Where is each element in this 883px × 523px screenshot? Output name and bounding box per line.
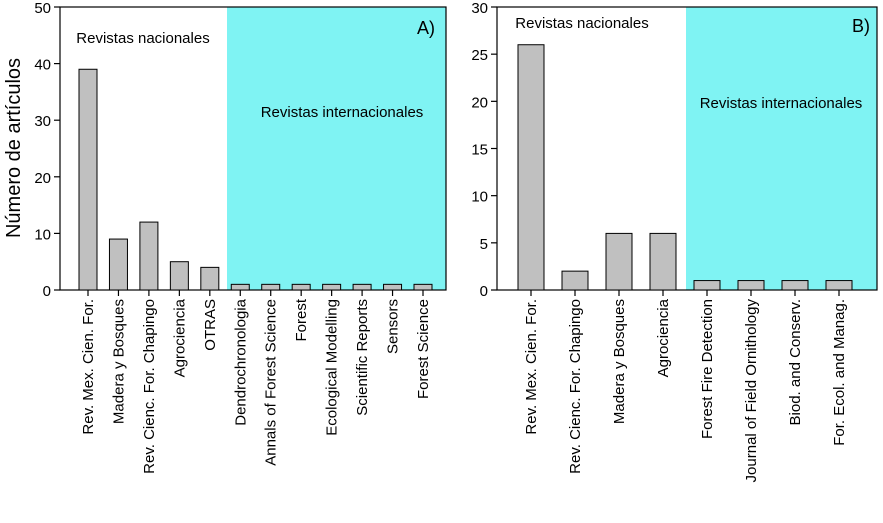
region-label-international: Revistas internacionales — [261, 104, 424, 121]
y-tick-label: 5 — [480, 236, 488, 253]
bar — [561, 270, 589, 291]
bar — [169, 261, 189, 291]
y-tick-label: 25 — [471, 47, 488, 64]
bar — [517, 44, 545, 291]
international-region-bg — [227, 7, 446, 290]
x-tick-label: Rev. Mex. Cien. For. — [80, 299, 97, 435]
bar — [693, 280, 721, 291]
international-region-bg — [686, 7, 877, 290]
panel-b: 0 5 10 15 20 25 30 Rev. Mex. Cien. For. Rev. Cie… — [471, 0, 878, 483]
x-tick-label: Ecological Modelling — [324, 299, 341, 436]
bar — [230, 283, 250, 291]
x-tick-label: Rev. Cienc. For. Chapingo — [567, 299, 584, 474]
y-tick-label: 15 — [471, 142, 488, 159]
bar — [605, 232, 633, 291]
bar — [825, 280, 853, 291]
x-tick-label: Annals of Forest Science — [263, 299, 280, 466]
y-tick-label: 40 — [34, 57, 51, 74]
y-tick-label: 20 — [471, 94, 488, 111]
x-tick-label: Forest — [293, 298, 310, 341]
x-tick-label: Agrociencia — [171, 298, 188, 377]
y-tick-label: 30 — [34, 113, 51, 130]
region-label-international: Revistas internacionales — [700, 95, 863, 112]
x-tick-label: Scientific Reports — [354, 299, 371, 416]
x-tick-label: OTRAS — [202, 299, 219, 351]
x-tick-label: For. Ecol. and Manag. — [831, 299, 848, 446]
plot-frame — [59, 6, 447, 291]
x-tick-label: Forest Science — [415, 299, 432, 399]
y-tick-label: 0 — [43, 283, 51, 300]
x-tick-label: Sensors — [385, 299, 402, 354]
panel-label: B) — [852, 16, 870, 36]
bar — [737, 280, 765, 291]
y-axis-label: Número de artículos — [3, 58, 25, 238]
y-tick-label: 10 — [34, 226, 51, 243]
region-label-national: Revistas nacionales — [76, 30, 209, 47]
x-tick-label: Dendrochronologia — [232, 298, 249, 425]
x-tick-label: Journal of Field Ornithology — [743, 299, 760, 483]
panel-a: 0 10 20 30 40 50 Rev. Mex. Cien. For. Madera y … — [34, 0, 447, 474]
x-tick-label: Rev. Cienc. For. Chapingo — [141, 299, 158, 474]
bar — [291, 283, 311, 291]
bar — [352, 283, 372, 291]
y-tick-label: 0 — [480, 283, 488, 300]
y-tick-label: 50 — [34, 0, 51, 17]
x-tick-label: Madera y Bosques — [611, 299, 628, 424]
x-tick-label: Madera y Bosques — [110, 299, 127, 424]
bar — [200, 266, 220, 291]
bar — [108, 238, 128, 291]
bar — [261, 283, 281, 291]
bar — [383, 283, 403, 291]
bar — [322, 283, 342, 291]
bar — [413, 283, 433, 291]
y-tick-label: 20 — [34, 170, 51, 187]
bar — [649, 232, 677, 291]
bar — [78, 68, 98, 291]
x-tick-label: Forest Fire Detection — [699, 299, 716, 439]
panel-label: A) — [417, 18, 435, 38]
bar — [781, 280, 809, 291]
x-tick-label: Agrociencia — [655, 298, 672, 377]
y-tick-label: 10 — [471, 189, 488, 206]
x-tick-label: Rev. Mex. Cien. For. — [523, 299, 540, 435]
region-label-national: Revistas nacionales — [515, 15, 648, 32]
bar — [139, 221, 159, 291]
x-tick-label: Biod. and Conserv. — [787, 299, 804, 425]
y-tick-label: 30 — [471, 0, 488, 17]
